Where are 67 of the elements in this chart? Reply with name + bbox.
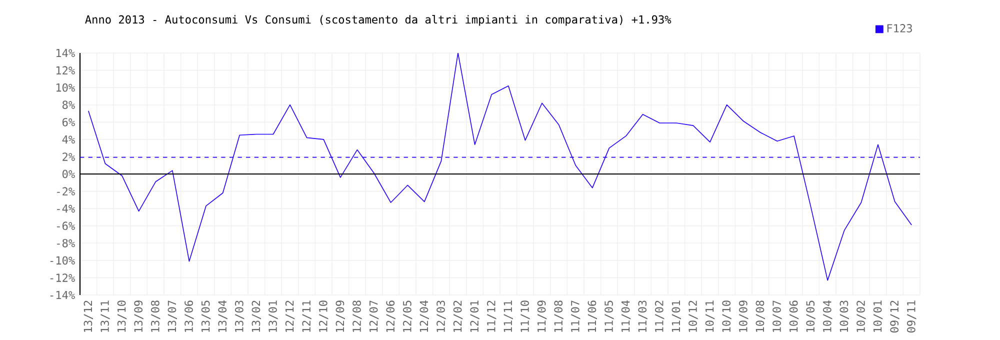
x-tick-label: 10/02 (856, 300, 866, 332)
y-tick-label: 6% (62, 118, 75, 126)
x-tick-label: 11/10 (520, 300, 530, 332)
x-tick-label: 11/03 (638, 300, 648, 332)
y-tick-label: -4% (57, 204, 75, 213)
x-tick-label: 12/07 (369, 300, 379, 332)
y-tick-label: -6% (57, 222, 75, 230)
y-tick-label: -10% (50, 256, 75, 265)
x-tick-label: 11/05 (604, 300, 614, 332)
x-tick-label: 12/04 (420, 300, 430, 332)
x-tick-label: 12/05 (402, 300, 412, 332)
y-tick-label: 0% (62, 170, 75, 178)
y-tick-label: 14% (56, 48, 75, 58)
x-tick-label: 10/08 (756, 300, 766, 332)
legend-label: F123 (887, 24, 912, 32)
x-tick-label: 10/12 (688, 300, 698, 332)
x-tick-label: 11/09 (537, 300, 547, 332)
x-tick-label: 11/08 (554, 300, 564, 332)
chart-title: Anno 2013 - Autoconsumi Vs Consumi (scostamento da altri impianti in comparativa) +1.93% (85, 15, 672, 26)
x-tick-label: 10/11 (705, 300, 715, 332)
x-tick-label: 13/01 (268, 300, 278, 332)
y-tick-label: 10% (56, 83, 75, 92)
x-tick-label: 13/05 (201, 300, 211, 332)
x-tick-label: 13/07 (168, 300, 178, 332)
x-tick-label: 10/06 (789, 300, 799, 332)
x-tick-label: 10/01 (873, 300, 883, 332)
x-tick-label: 13/10 (117, 300, 127, 332)
x-tick-label: 13/04 (218, 300, 228, 332)
x-tick-label: 13/06 (184, 300, 194, 332)
x-tick-label: 13/11 (100, 300, 110, 332)
x-tick-label: 10/05 (806, 300, 816, 332)
y-tick-label: -12% (50, 274, 75, 282)
y-tick-label: 8% (62, 100, 75, 110)
x-tick-label: 11/11 (504, 300, 513, 332)
x-tick-label: 09/11 (906, 300, 916, 332)
x-tick-label: 13/09 (134, 300, 144, 332)
x-tick-label: 12/02 (453, 300, 463, 332)
x-tick-label: 13/02 (252, 300, 262, 332)
x-tick-label: 10/10 (722, 300, 732, 332)
x-tick-label: 11/04 (621, 300, 631, 332)
y-tick-label: 4% (62, 135, 75, 144)
x-tick-label: 09/12 (890, 300, 900, 332)
x-tick-label: 11/07 (570, 300, 580, 332)
y-tick-label: 2% (62, 152, 75, 161)
x-tick-label: 10/04 (822, 300, 832, 332)
x-tick-label: 11/02 (654, 300, 664, 332)
x-tick-label: 12/09 (336, 300, 346, 332)
x-tick-label: 13/12 (84, 300, 94, 332)
x-tick-label: 12/12 (285, 300, 295, 332)
x-tick-label: 12/03 (436, 300, 446, 332)
x-tick-label: 11/06 (588, 300, 598, 332)
y-tick-label: -2% (57, 187, 75, 196)
x-tick-label: 10/03 (840, 300, 850, 332)
x-tick-label: 12/01 (470, 300, 480, 332)
x-tick-label: 12/08 (352, 300, 362, 332)
y-tick-label: -8% (57, 238, 75, 248)
x-tick-label: 10/07 (772, 300, 782, 332)
x-tick-label: 13/08 (150, 300, 160, 332)
x-tick-label: 11/01 (672, 300, 682, 332)
x-tick-label: 12/10 (318, 300, 328, 332)
x-tick-label: 12/06 (386, 300, 396, 332)
y-tick-label: -14% (50, 290, 75, 300)
x-tick-label: 11/12 (486, 300, 496, 332)
y-tick-label: 12% (56, 66, 75, 74)
x-tick-label: 12/11 (302, 300, 312, 332)
x-tick-label: 13/03 (234, 300, 244, 332)
x-tick-label: 10/09 (738, 300, 748, 332)
